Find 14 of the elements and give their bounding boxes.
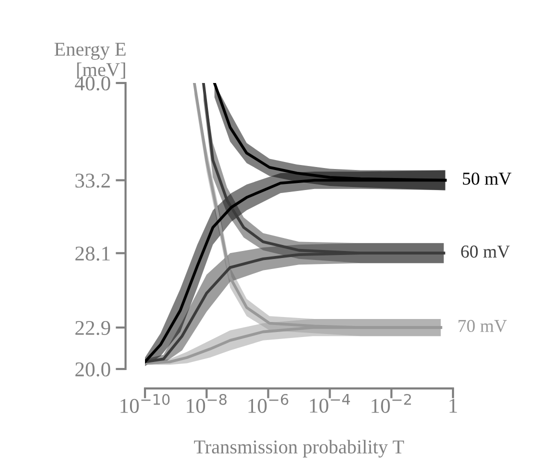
x-tick-label: 10$^{−10}$ — [120, 394, 170, 413]
series-label: 60 mV — [461, 246, 510, 258]
x-tick-label: 1 — [450, 398, 457, 413]
x-tick-label: 10$^{−4}$ — [310, 394, 350, 413]
y-tick-label: 28.1 — [75, 246, 110, 261]
y-tick-label: 22.9 — [75, 320, 110, 336]
y-tick-label: 33.2 — [76, 174, 110, 188]
x-tick-label: 10$^{−8}$ — [186, 394, 227, 413]
y-tick-label: 20.0 — [75, 362, 110, 377]
series-label: 70 mV — [458, 320, 507, 332]
x-axis-title: Transmission probability T — [194, 440, 404, 458]
series-label: 50 mV — [462, 172, 512, 185]
x-tick-label: 10$^{−2}$ — [372, 394, 411, 413]
x-tick-label: 10$^{−6}$ — [248, 394, 288, 413]
